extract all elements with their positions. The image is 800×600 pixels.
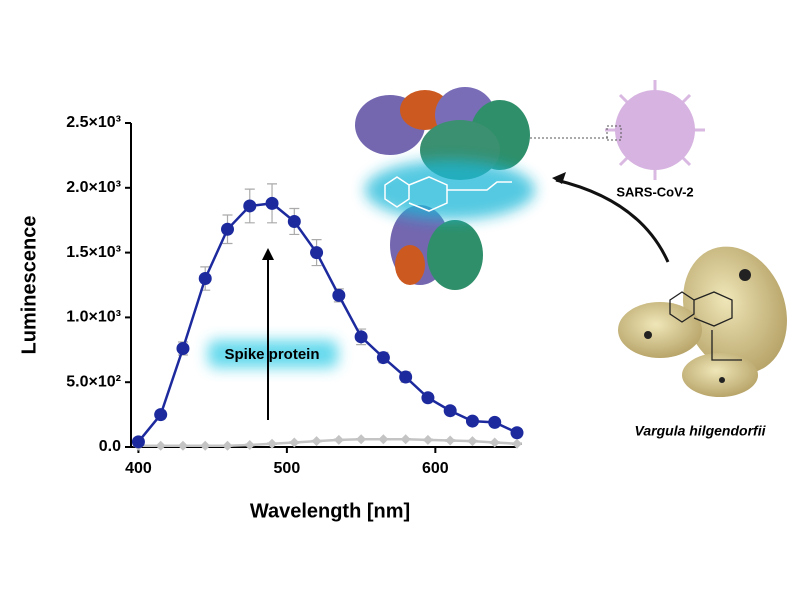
data-point — [489, 437, 500, 448]
y-tick-label: 1.5×10³ — [66, 244, 121, 261]
spike-protein-illustration — [355, 87, 535, 290]
y-tick-label: 5.0×10² — [66, 373, 121, 390]
data-point — [510, 426, 524, 440]
y-tick-label: 2.5×10³ — [66, 114, 121, 131]
data-point — [445, 435, 456, 446]
virus-illustration — [605, 80, 705, 180]
x-tick-label: 600 — [422, 460, 449, 477]
data-point — [155, 440, 166, 451]
data-point — [221, 222, 234, 236]
data-point — [131, 435, 145, 449]
x-tick-label: 400 — [125, 460, 152, 477]
data-point — [198, 272, 212, 286]
data-point — [400, 434, 411, 445]
data-point — [222, 440, 233, 451]
data-point — [310, 246, 324, 260]
data-point — [356, 434, 367, 445]
data-point — [177, 440, 188, 451]
data-point — [289, 437, 300, 448]
label-glow — [208, 340, 338, 368]
ostracod-illustration — [618, 246, 787, 397]
data-point — [176, 342, 190, 356]
y-tick-label: 0.0 — [99, 438, 121, 455]
data-point — [376, 351, 390, 365]
data-point — [421, 391, 435, 405]
y-tick-label: 1.0×10³ — [66, 309, 121, 326]
data-point — [354, 330, 368, 344]
data-point — [512, 438, 522, 449]
arrow — [555, 178, 670, 263]
data-point — [378, 434, 389, 445]
data-point — [467, 436, 478, 447]
data-point — [333, 434, 344, 445]
data-point — [154, 408, 168, 422]
data-point — [311, 436, 322, 447]
data-point — [443, 404, 457, 418]
data-point — [332, 288, 346, 302]
series-line — [138, 437, 518, 447]
species-label: Vargula hilgendorfii — [635, 423, 767, 439]
data-point — [488, 415, 502, 429]
y-axis-title: Luminescence — [18, 216, 40, 355]
y-tick-label: 2.0×10³ — [66, 179, 121, 196]
spike-label: Spike protein — [224, 346, 319, 363]
data-point — [244, 440, 255, 451]
data-point — [200, 440, 211, 451]
data-point — [265, 196, 279, 210]
data-point — [465, 414, 479, 428]
data-point — [287, 214, 301, 228]
data-point — [399, 370, 413, 384]
data-point — [267, 438, 278, 449]
data-point — [243, 199, 257, 213]
x-tick-label: 500 — [274, 460, 301, 477]
data-point — [422, 434, 433, 445]
arrowhead — [552, 172, 566, 184]
x-axis-title: Wavelength [nm] — [250, 500, 410, 522]
increase-arrowhead — [262, 248, 274, 260]
virus-label: SARS-CoV-2 — [616, 184, 693, 199]
